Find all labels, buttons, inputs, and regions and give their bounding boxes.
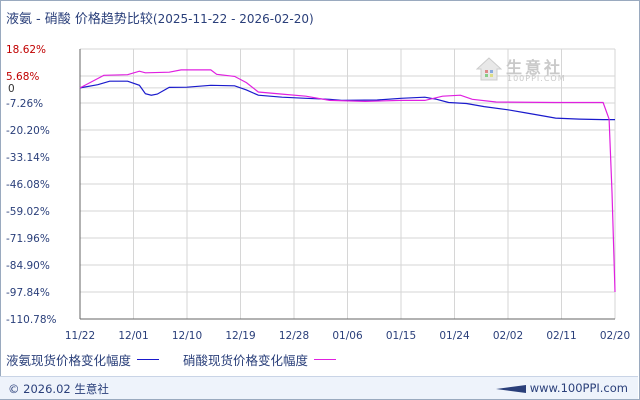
- title-product-b: 硝酸: [44, 12, 71, 27]
- x-tick-label: 01/06: [332, 330, 363, 342]
- x-tick-label: 12/19: [225, 330, 255, 342]
- y-tick-label: -59.02%: [6, 206, 50, 218]
- chart-title: 液氨 - 硝酸 价格趋势比较(2025-11-22 - 2026-02-20): [6, 8, 314, 27]
- legend-label-series-b: 硝酸现货价格变化幅度: [183, 353, 309, 368]
- y-tick-label: -7.26%: [6, 98, 43, 110]
- footer-url[interactable]: www.100PPI.com: [495, 381, 628, 395]
- y-tick-label: -84.90%: [6, 260, 50, 272]
- x-tick-label: 12/01: [118, 330, 148, 342]
- legend-swatch-series-b: [314, 359, 337, 360]
- y-tick-label: -20.20%: [6, 125, 50, 137]
- series-line-b: [79, 69, 616, 293]
- x-tick-label: 02/11: [546, 330, 576, 342]
- footer-url-text[interactable]: www.100PPI.com: [529, 381, 628, 395]
- y-tick-label: 5.68%: [6, 71, 39, 83]
- x-tick-label: 02/20: [600, 330, 630, 342]
- y-tick-label: -97.84%: [6, 287, 50, 299]
- x-tick-label: 01/24: [439, 330, 470, 342]
- y-tick-label: 0: [8, 83, 15, 95]
- house-logo-icon: [476, 57, 502, 81]
- y-tick-label: -33.14%: [6, 152, 50, 164]
- arrow-stripes-icon: [495, 384, 526, 393]
- watermark-site: 100PPI.COM: [507, 74, 566, 83]
- title-subtitle: 价格趋势比较: [74, 12, 153, 27]
- title-separator: -: [36, 12, 41, 27]
- y-tick-label: -110.78%: [6, 314, 57, 326]
- legend-swatch-series-a: [137, 359, 160, 360]
- x-tick-label: 11/22: [65, 330, 95, 342]
- x-tick-label: 02/02: [493, 330, 523, 342]
- y-tick-label: 18.62%: [6, 44, 46, 56]
- y-tick-label: -71.96%: [6, 233, 50, 245]
- y-tick-label: -46.08%: [6, 179, 50, 191]
- x-tick-label: 12/28: [279, 330, 309, 342]
- x-tick-label: 12/10: [172, 330, 202, 342]
- legend-label-series-a: 液氨现货价格变化幅度: [6, 353, 132, 368]
- watermark-logo: 生意社 100PPI.COM: [476, 54, 586, 90]
- footer-copyright: © 2026.02 生意社: [8, 382, 109, 396]
- x-tick-label: 01/15: [386, 330, 416, 342]
- title-date-range: (2025-11-22 - 2026-02-20): [152, 12, 314, 26]
- legend-item-series-b: 硝酸现货价格变化幅度: [183, 350, 337, 369]
- title-product-a: 液氨: [6, 12, 33, 27]
- footer-bar: © 2026.02 生意社 www.100PPI.com: [0, 376, 638, 399]
- legend-item-series-a: 液氨现货价格变化幅度: [6, 350, 160, 369]
- legend: 液氨现货价格变化幅度 硝酸现货价格变化幅度: [6, 350, 360, 369]
- watermark-name: 生意社: [506, 58, 564, 77]
